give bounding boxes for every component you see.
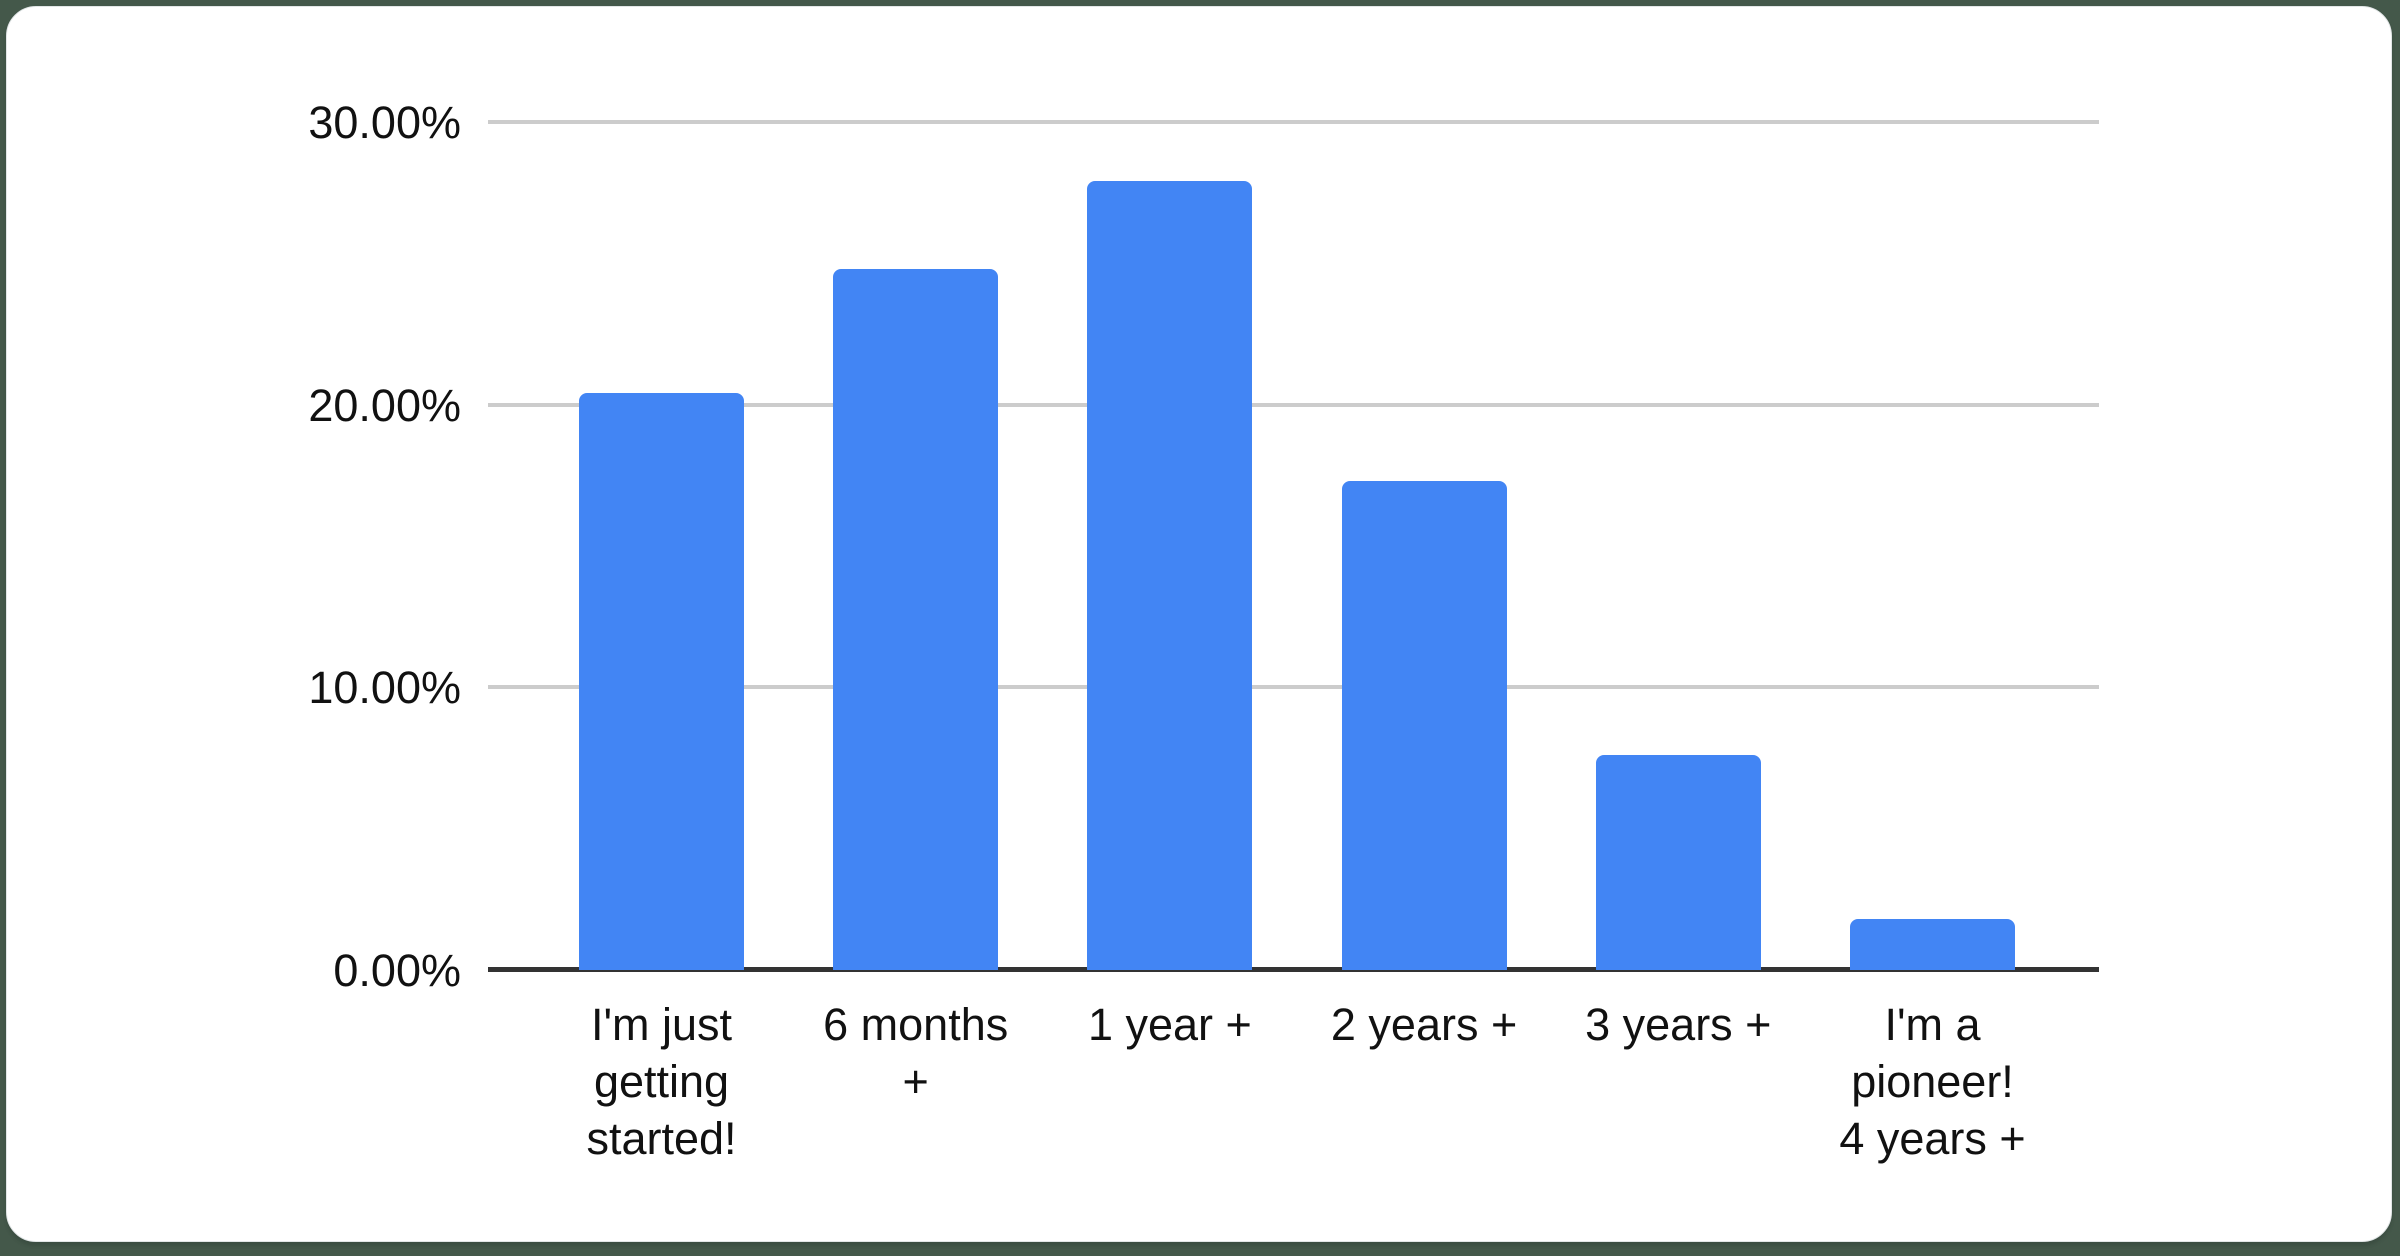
bar-1 <box>579 393 744 970</box>
y-axis-tick-label: 0.00% <box>333 945 461 996</box>
bar-6 <box>1850 919 2015 970</box>
x-axis-category-label: 6 months + <box>776 996 1056 1110</box>
x-axis-category-label-line: I'm a <box>1884 999 1981 1050</box>
gridline-20-percent <box>488 402 2099 407</box>
x-axis-category-label-line: started! <box>586 1113 737 1164</box>
bar-3 <box>1087 181 1253 970</box>
gridline-30-percent <box>488 120 2099 124</box>
x-axis-category-label: I'm just getting started! <box>522 996 802 1167</box>
bar-5 <box>1595 755 1761 970</box>
chart-card: 30.00% 20.00% 10.00% 0.00% I'm just getting st… <box>6 6 2392 1242</box>
x-axis-line <box>488 967 2099 972</box>
bar-4 <box>1341 481 1507 970</box>
y-axis-tick-label: 30.00% <box>308 97 461 148</box>
gridline-10-percent <box>488 685 2099 690</box>
x-axis-category-label-line: 3 years + <box>1585 999 1772 1050</box>
x-axis-category-label-line: getting <box>593 1056 730 1107</box>
plot-area <box>488 120 2099 972</box>
x-axis-category-label: 1 year + <box>1030 996 1310 1053</box>
x-axis-category-label: 3 years + <box>1538 996 1818 1053</box>
x-axis-category-label-line: 4 years + <box>1839 1113 2026 1164</box>
bar-2 <box>833 269 999 970</box>
x-axis-category-label-line: + <box>902 1056 929 1107</box>
x-axis-category-label: I'm a pioneer! 4 years + <box>1793 996 2073 1167</box>
x-axis-category-label-line: 2 years + <box>1330 999 1518 1050</box>
x-axis-category-label-line: 1 year + <box>1087 999 1252 1050</box>
x-axis-category-label: 2 years + <box>1284 996 1564 1053</box>
x-axis-category-label-line: I'm just <box>590 999 733 1050</box>
y-axis-tick-label: 20.00% <box>308 379 461 431</box>
x-axis-category-label-line: pioneer! <box>1851 1056 2014 1107</box>
y-axis-tick-label: 10.00% <box>308 662 461 714</box>
x-axis-category-label-line: 6 months <box>823 999 1009 1050</box>
